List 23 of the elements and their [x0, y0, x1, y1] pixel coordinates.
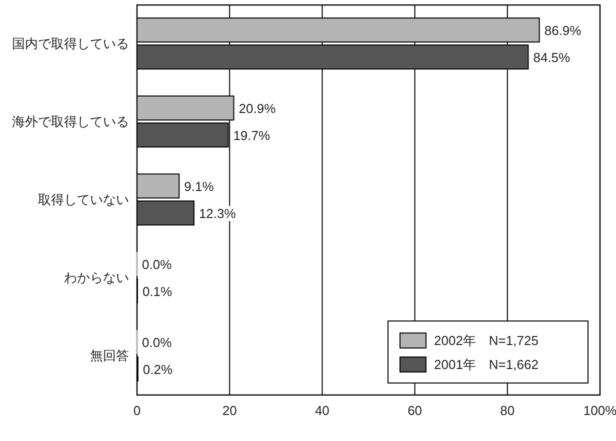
data-label: 0.0%: [142, 335, 172, 350]
data-label: 0.1%: [142, 284, 173, 299]
data-label: 19.7%: [233, 128, 271, 143]
y-tick-label: 海外で取得している: [12, 114, 129, 129]
x-tick-label: 100%: [583, 403, 616, 418]
y-tick-label: 取得していない: [38, 192, 129, 207]
y-tick-label: 無回答: [90, 348, 129, 363]
data-label: 86.9%: [544, 23, 582, 38]
x-tick-label: 80: [500, 403, 515, 418]
x-tick-label: 60: [408, 403, 422, 418]
y-tick-label: わからない: [64, 270, 129, 285]
x-tick-label: 0: [133, 403, 141, 418]
data-label: 12.3%: [198, 206, 236, 221]
data-label: 84.5%: [533, 50, 571, 65]
y-tick-label: 国内で取得している: [12, 36, 129, 51]
legend-label: 2001年 N=1,662: [434, 357, 538, 372]
x-tick-label: 40: [314, 403, 330, 418]
data-label: 9.1%: [184, 179, 214, 194]
x-tick-label: 20: [222, 403, 237, 418]
data-label: 0.2%: [142, 362, 173, 377]
data-label: 20.9%: [238, 101, 276, 116]
data-label: 0.0%: [142, 257, 172, 272]
legend-label: 2002年 N=1,725: [434, 333, 538, 348]
